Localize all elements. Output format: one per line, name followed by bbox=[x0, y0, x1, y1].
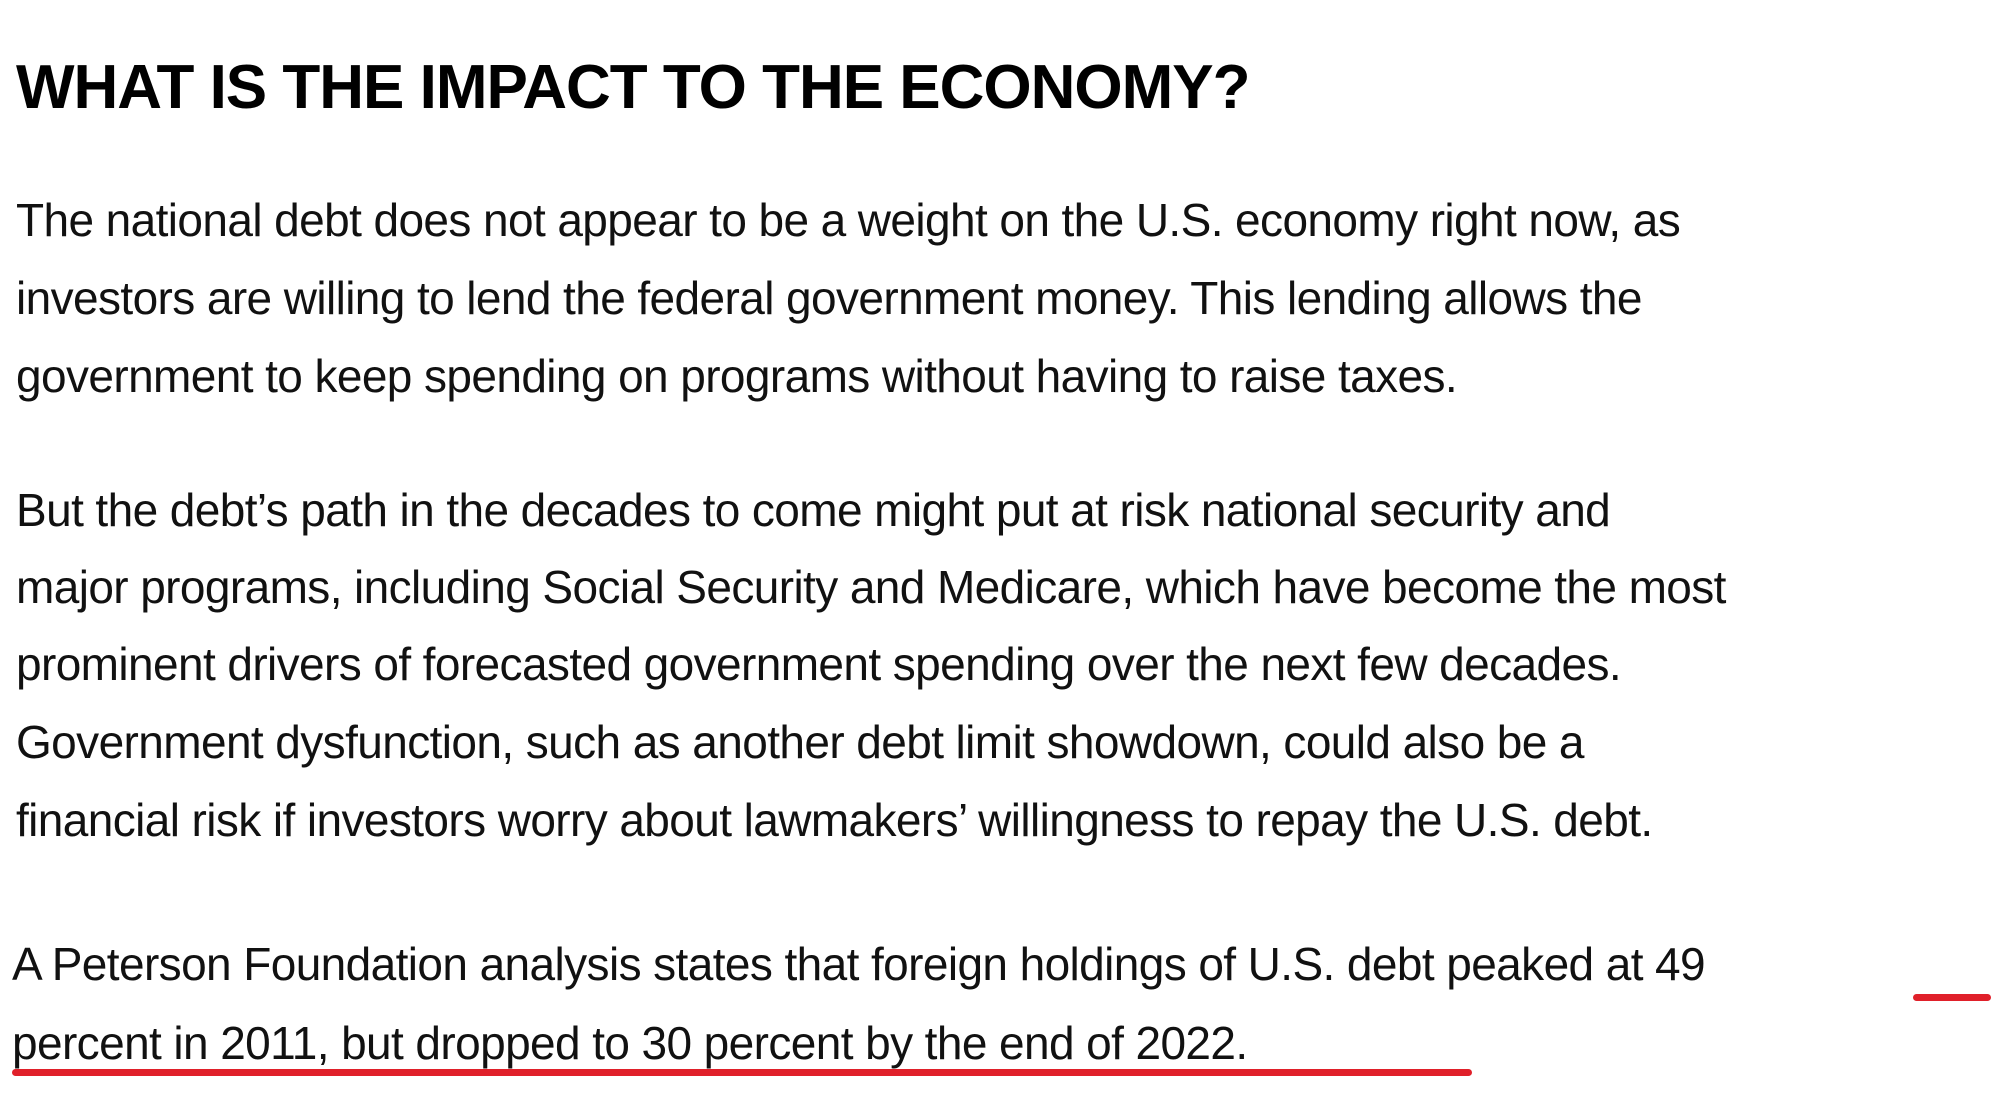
text-line: percent in 2011, but dropped to 30 perce… bbox=[12, 1017, 1248, 1069]
text-line: But the debt’s path in the decades to co… bbox=[16, 484, 1611, 536]
text-line: major programs, including Social Securit… bbox=[16, 561, 1726, 613]
red-underline-annotation bbox=[12, 1069, 1472, 1076]
text-line: Government dysfunction, such as another … bbox=[16, 716, 1584, 768]
text-line: financial risk if investors worry about … bbox=[16, 794, 1653, 846]
text-line: investors are willing to lend the federa… bbox=[16, 272, 1642, 324]
text-line: A Peterson Foundation analysis states th… bbox=[12, 938, 1706, 990]
red-underline-annotation bbox=[1913, 994, 1991, 1001]
text-line: government to keep spending on programs … bbox=[16, 350, 1458, 402]
text-line: The national debt does not appear to be … bbox=[16, 194, 1681, 246]
text-line: prominent drivers of forecasted governme… bbox=[16, 638, 1622, 690]
section-heading: WHAT IS THE IMPACT TO THE ECONOMY? bbox=[16, 53, 1251, 122]
